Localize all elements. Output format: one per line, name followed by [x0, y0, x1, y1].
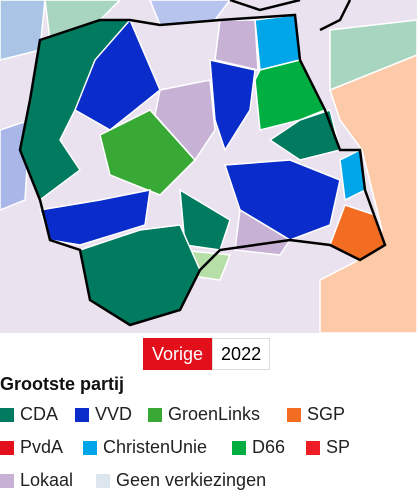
legend-item: Lokaal	[0, 470, 73, 491]
legend-item: ChristenUnie	[83, 437, 207, 458]
toggle-option[interactable]: Vorige	[143, 338, 213, 370]
legend-swatch	[148, 407, 162, 422]
legend-label: GroenLinks	[168, 404, 261, 424]
legend-label: SP	[326, 437, 351, 457]
legend-label: Geen verkiezingen	[116, 470, 267, 490]
legend-title: Grootste partij	[0, 374, 125, 394]
legend-swatch	[83, 440, 97, 455]
toggle-option[interactable]: 2022	[212, 338, 271, 370]
legend-label: Lokaal	[20, 470, 74, 490]
legend-swatch	[0, 407, 14, 422]
year-toggle: Vorige 2022	[143, 338, 271, 370]
legend-label: PvdA	[20, 437, 64, 457]
legend-item: GroenLinks	[148, 404, 260, 425]
legend-swatch	[287, 407, 301, 422]
legend-swatch	[0, 473, 14, 488]
legend-label: VVD	[95, 404, 133, 424]
legend-swatch	[75, 407, 89, 422]
legend-label: CDA	[20, 404, 59, 424]
legend-item: PvdA	[0, 437, 63, 458]
legend-label: ChristenUnie	[103, 437, 208, 457]
legend-item: VVD	[75, 404, 132, 425]
legend-item: SP	[306, 437, 350, 458]
legend-swatch	[96, 473, 110, 488]
legend-label: D66	[252, 437, 286, 457]
legend-label: SGP	[307, 404, 346, 424]
map	[0, 0, 417, 333]
legend-item: Geen verkiezingen	[96, 470, 266, 491]
legend-swatch	[0, 440, 14, 455]
legend-item: CDA	[0, 404, 58, 425]
legend-item: D66	[232, 437, 285, 458]
legend-swatch	[306, 440, 320, 455]
legend-item: SGP	[287, 404, 345, 425]
legend-swatch	[232, 440, 246, 455]
